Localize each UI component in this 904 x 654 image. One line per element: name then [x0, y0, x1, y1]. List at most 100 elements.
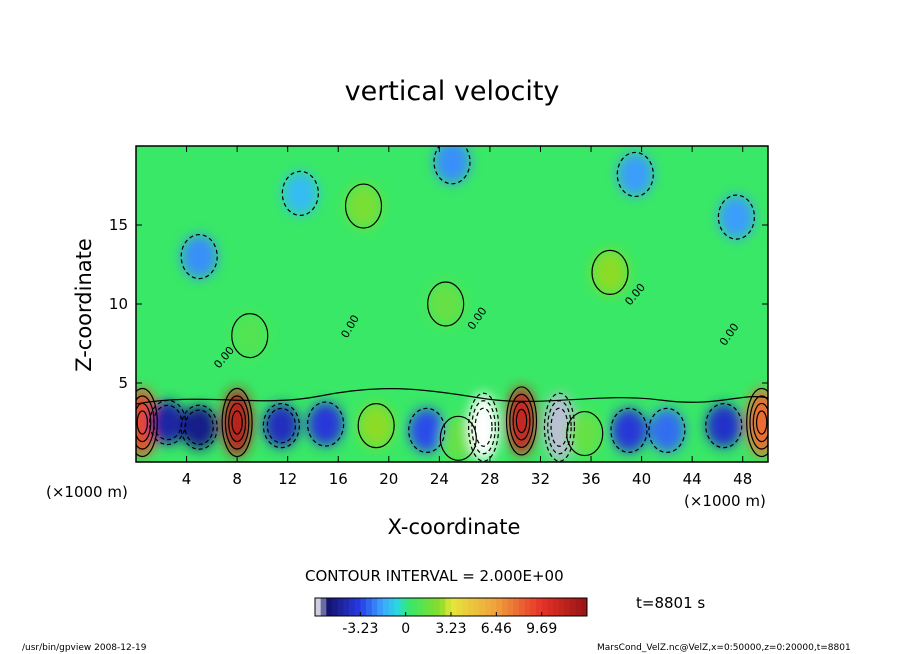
colorbar [314, 597, 588, 617]
x-tick-label: 24 [429, 470, 449, 488]
y-tick-marks [136, 224, 768, 384]
x-tick-label: 44 [682, 470, 702, 488]
contour-lines [136, 146, 768, 462]
contour-ring-16-0 [746, 387, 768, 458]
colorbar-tick-label: 9.69 [526, 621, 558, 637]
colorbar-segment [366, 598, 373, 616]
contour-ring-9-2 [474, 407, 493, 447]
field-cell-1 [149, 400, 186, 445]
field-cell-20 [181, 234, 218, 279]
contour-ring-6-0 [357, 403, 395, 449]
colorbar-segment [502, 598, 509, 616]
colorbar-segment [570, 598, 577, 616]
field-cell-10 [506, 386, 537, 455]
y-tick-label: 10 [108, 295, 128, 313]
contour-ring-12-0 [566, 410, 604, 457]
contour-ring-11-0 [543, 392, 576, 462]
contour-ring-8-0 [439, 415, 477, 461]
contour-ring-9-0 [468, 392, 500, 462]
contour-ring-25-0 [281, 170, 319, 216]
x-tick-label: 48 [733, 470, 753, 488]
contour-ring-15-0 [705, 403, 743, 449]
field-cell-12 [566, 411, 603, 456]
contour-ring-19-0 [427, 281, 465, 327]
contour-ring-10-3 [515, 408, 528, 434]
x-tick-label: 36 [581, 470, 601, 488]
field-cell-0 [136, 388, 158, 457]
colorbar-segment [541, 598, 548, 616]
x-unit-left: (×1000 m) [46, 483, 128, 501]
colorbar-segment [473, 598, 480, 616]
field-cell-3 [222, 388, 253, 457]
colorbar-segment [536, 598, 543, 616]
field-cell-23 [718, 195, 755, 240]
colorbar-segment [513, 598, 520, 616]
colorbar-tick-label: 6.46 [480, 621, 512, 637]
colorbar-segment [371, 598, 378, 616]
field-cell-2 [181, 405, 218, 450]
field-cell-17 [345, 184, 382, 229]
field-cell-6 [358, 403, 395, 448]
x-axis-label-text: X-coordinate [387, 515, 521, 539]
colorbar-segment [547, 598, 554, 616]
contour-interval-label: CONTOUR INTERVAL = 2.000E+00 [305, 567, 564, 585]
colorbar-segment [496, 598, 503, 616]
colorbar-segment [422, 598, 429, 616]
x-tick-label: 8 [232, 470, 242, 488]
colorbar-segment [479, 598, 486, 616]
contour-ring-3-2 [228, 402, 247, 443]
colorbar-segment [388, 598, 395, 616]
y-tick-label: 15 [108, 216, 128, 234]
contour-ring-5-0 [307, 401, 345, 447]
contour-ring-2-1 [184, 409, 214, 445]
field-cell-14 [648, 408, 685, 453]
colorbar-segment [490, 598, 497, 616]
colorbar-segment [405, 598, 412, 616]
colorbar-segment [354, 598, 361, 616]
field-cell-11 [544, 393, 575, 462]
colorbar-segment [360, 598, 367, 616]
colorbar-segment [326, 598, 333, 616]
colorbar-segment [519, 598, 526, 616]
field-cell-13 [610, 408, 647, 453]
field-cells [136, 146, 768, 462]
contour-ring-1-1 [152, 404, 183, 441]
x-tick-label: 28 [480, 470, 500, 488]
contour-ring-10-1 [509, 393, 534, 449]
contour-ring-17-0 [344, 183, 383, 229]
zero-contour-line [136, 388, 768, 405]
colorbar-segment [507, 598, 514, 616]
colorbar-segment [553, 598, 560, 616]
colorbar-segment [456, 598, 463, 616]
contour-ring-0-3 [136, 410, 149, 435]
contour-ring-4-0 [262, 403, 300, 449]
chart-title: vertical velocity [344, 76, 560, 107]
colorbar-tick-label: 3.23 [435, 621, 467, 637]
field-cell-15 [705, 403, 742, 448]
colorbar-segment [558, 598, 565, 616]
contour-ring-9-1 [471, 400, 496, 455]
x-unit-right: (×1000 m) [684, 492, 766, 510]
contour-ring-20-0 [180, 234, 218, 280]
contour-ring-16-1 [749, 395, 768, 450]
colorbar-segment [332, 598, 339, 616]
time-label: t=8801 s [636, 594, 706, 612]
contour-ring-0-1 [136, 395, 155, 450]
contour-ring-24-0 [231, 313, 269, 359]
contour-ring-21-0 [433, 146, 471, 185]
x-axis-label: X-coordinate [0, 515, 904, 539]
contour-ring-16-2 [752, 402, 768, 443]
y-tick-label: 5 [118, 374, 128, 392]
field-cell-25 [282, 171, 319, 216]
colorbar-segment [575, 598, 582, 616]
contour-ring-18-0 [591, 249, 629, 295]
field-cell-16 [746, 388, 768, 457]
contour-ring-7-0 [408, 407, 446, 453]
contour-ring-14-0 [648, 407, 686, 453]
x-tick-label: 20 [379, 470, 399, 488]
colorbar-segment [445, 598, 452, 616]
colorbar-segment [524, 598, 531, 616]
field-cell-4 [263, 403, 300, 448]
colorbar-segment [439, 598, 446, 616]
